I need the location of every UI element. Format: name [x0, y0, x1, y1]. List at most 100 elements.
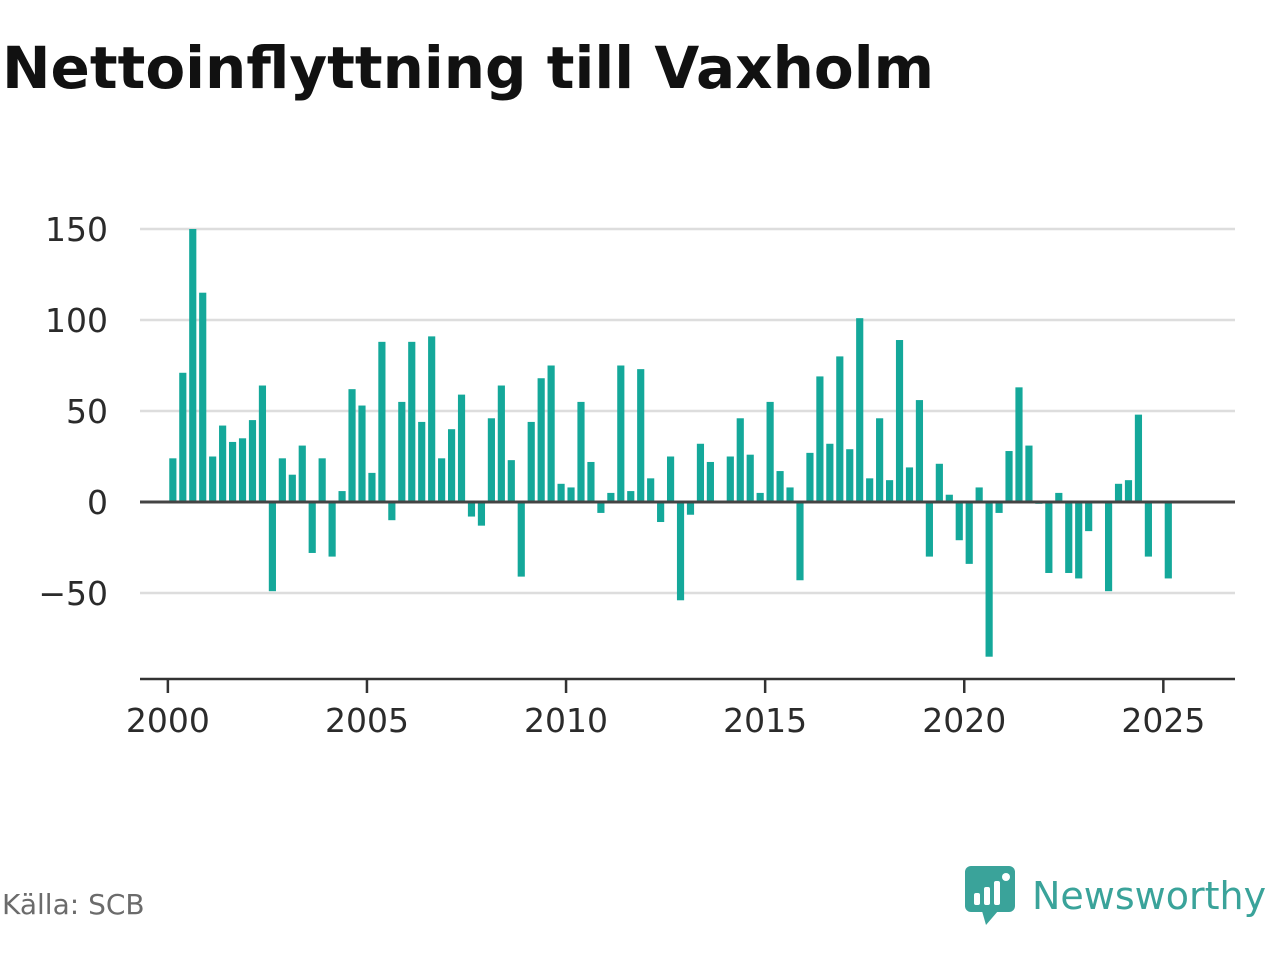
bar — [1015, 387, 1023, 502]
bar — [368, 472, 376, 502]
bar — [995, 502, 1003, 513]
bar — [786, 487, 794, 502]
y-tick-label: 50 — [66, 392, 108, 431]
bar — [666, 456, 675, 502]
bar — [915, 400, 924, 502]
gridlines — [140, 227, 1235, 595]
bar — [258, 385, 267, 502]
bar — [487, 418, 495, 502]
bar — [985, 502, 993, 657]
bar — [1065, 502, 1073, 573]
bar — [209, 456, 217, 502]
bar — [856, 318, 864, 502]
bar — [796, 502, 804, 581]
bar — [1045, 502, 1053, 573]
bar — [1055, 492, 1063, 502]
bar — [358, 405, 366, 502]
bar — [179, 372, 187, 502]
bar — [607, 492, 615, 502]
bar — [288, 474, 296, 502]
bar — [816, 376, 824, 502]
bar — [766, 401, 774, 502]
bar — [1085, 502, 1093, 532]
bar — [975, 487, 983, 502]
bar — [776, 471, 784, 502]
bars — [169, 229, 1172, 657]
bar — [826, 443, 834, 502]
bar — [1134, 414, 1143, 502]
bar — [686, 502, 695, 515]
bar — [955, 502, 963, 541]
bar — [547, 365, 555, 502]
bar — [348, 389, 356, 502]
bar — [806, 452, 814, 502]
x-tick-label: 2000 — [126, 701, 210, 740]
y-tick-label: −50 — [38, 574, 108, 613]
bar — [248, 420, 257, 502]
bar — [298, 445, 306, 502]
bar — [756, 492, 764, 502]
bar — [1075, 502, 1083, 579]
brand-name: Newsworthy — [1032, 874, 1267, 918]
bar — [477, 502, 486, 526]
bar — [866, 478, 874, 502]
bar — [318, 458, 326, 502]
bar — [527, 421, 535, 502]
bar — [1114, 483, 1123, 502]
bar — [219, 425, 227, 502]
bar — [268, 502, 276, 592]
bar — [905, 467, 914, 502]
axes: 150 100 50 0 −50 2000 2005 2010 2015 2020 2025 — [38, 210, 1235, 740]
bar — [696, 443, 705, 502]
bar — [238, 438, 247, 502]
bar — [169, 458, 177, 502]
bar — [537, 378, 545, 502]
bar — [597, 502, 605, 513]
brand-logo[interactable]: Newsworthy — [964, 864, 1266, 928]
bar — [676, 502, 685, 601]
bar — [428, 336, 436, 502]
bar — [895, 340, 904, 502]
bar — [945, 494, 953, 502]
source-note: Källa: SCB — [2, 888, 145, 921]
bar — [627, 491, 635, 502]
x-tick-label: 2010 — [524, 701, 608, 740]
bar — [836, 356, 844, 502]
bar — [457, 394, 466, 502]
y-tick-label: 0 — [87, 483, 108, 522]
bar — [398, 401, 406, 502]
bar — [467, 502, 476, 517]
x-tick-label: 2025 — [1121, 701, 1205, 740]
bar — [497, 385, 505, 502]
bar — [1025, 445, 1033, 502]
bar — [657, 502, 665, 523]
bar — [736, 418, 744, 502]
x-tick-label: 2020 — [922, 701, 1006, 740]
bar — [617, 365, 625, 502]
bar — [935, 463, 943, 502]
chart-title: Nettoinflyttning till Vaxholm — [2, 34, 935, 102]
bar — [378, 341, 386, 502]
x-tick-label: 2015 — [723, 701, 807, 740]
bar — [517, 502, 525, 577]
y-tick-label: 100 — [45, 301, 108, 340]
bar — [507, 460, 515, 502]
y-tick-label: 150 — [45, 210, 108, 249]
bar — [338, 491, 346, 502]
bar — [328, 502, 336, 557]
bar — [1164, 502, 1172, 579]
bar — [746, 454, 754, 502]
bar — [388, 502, 396, 521]
bar — [885, 480, 894, 502]
bar — [925, 502, 933, 557]
bar — [418, 421, 426, 502]
bar — [1144, 502, 1152, 557]
bar — [567, 487, 575, 502]
x-tick-label: 2005 — [325, 701, 409, 740]
bar — [228, 441, 237, 502]
bar — [447, 429, 456, 502]
bar — [876, 418, 884, 502]
bar — [189, 229, 197, 502]
bar — [199, 292, 207, 502]
